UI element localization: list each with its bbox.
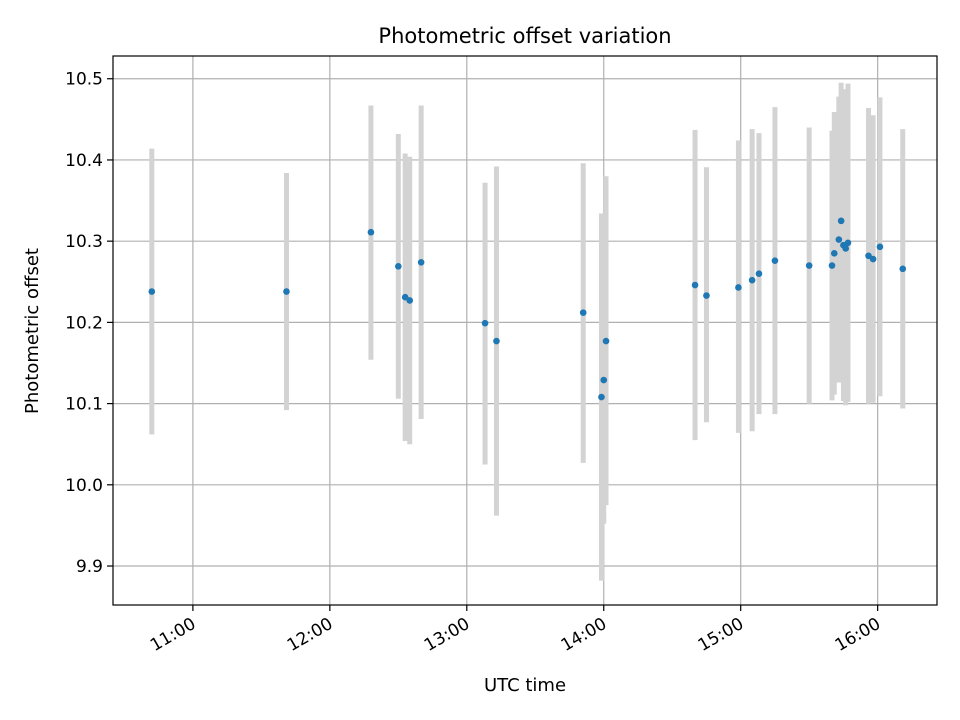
chart-title: Photometric offset variation [378, 24, 671, 48]
data-point [805, 262, 813, 269]
data-point [395, 263, 402, 270]
y-tick-label: 10.4 [65, 151, 103, 171]
data-point [148, 288, 156, 295]
data-point [837, 217, 845, 225]
data-point [748, 276, 756, 284]
plot-area-frame [112, 55, 938, 606]
data-point [830, 250, 838, 257]
data-point [283, 288, 290, 295]
data-point [899, 265, 907, 273]
y-tick-label: 10.5 [65, 70, 103, 90]
x-axis-title: UTC time [484, 675, 566, 696]
data-point [493, 337, 500, 345]
data-point [844, 239, 852, 247]
data-point [602, 337, 610, 345]
y-tick-label: 10.2 [65, 313, 103, 333]
data-point [417, 258, 425, 266]
data-point [828, 262, 836, 269]
data-point [600, 376, 608, 384]
y-axis-title: Photometric offset [22, 248, 43, 414]
data-point [735, 284, 742, 291]
data-point [869, 255, 877, 263]
data-point [865, 252, 872, 260]
data-point [406, 297, 414, 304]
data-point [842, 245, 849, 252]
data-point [771, 257, 779, 264]
data-point [579, 309, 587, 316]
y-tick-label: 10.3 [65, 232, 103, 252]
data-point [598, 393, 605, 401]
y-tick-label: 10.1 [65, 395, 103, 415]
y-axis: 9.9 10.0 10.1 10.2 10.3 10.4 10.5 [65, 70, 113, 577]
data-point [481, 319, 489, 327]
data-point [876, 243, 884, 251]
y-tick-label: 10.0 [65, 476, 103, 496]
data-point [691, 281, 699, 289]
data-point [755, 270, 763, 277]
data-points [148, 217, 907, 401]
data-point [703, 292, 710, 299]
y-tick-label: 9.9 [76, 557, 103, 577]
data-point [367, 228, 375, 236]
data-point [401, 293, 409, 301]
data-point [835, 236, 843, 243]
